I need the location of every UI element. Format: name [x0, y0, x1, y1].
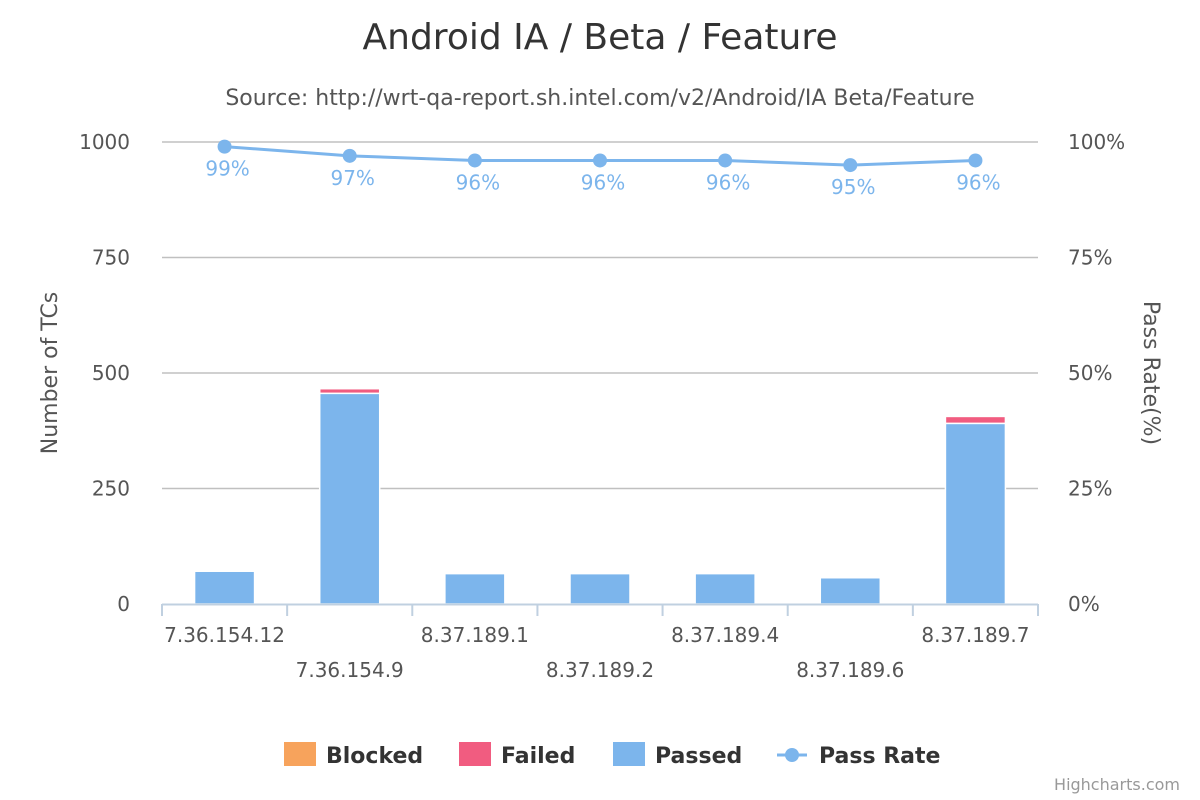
pass-rate-point: [342, 148, 357, 163]
x-tick-label: 7.36.154.9: [296, 658, 404, 682]
y-right-tick-label: 25%: [1068, 477, 1112, 501]
pass-rate-point: [718, 153, 733, 168]
credits-link[interactable]: Highcharts.com: [1054, 775, 1180, 794]
legend-label-passed: Passed: [655, 744, 742, 769]
axes: 0 250 500 750 1000 0% 25% 50% 75% 100% 7.36.154.12…: [79, 130, 1125, 682]
pass-rate-point: [968, 153, 983, 168]
pass-rate-point: [217, 139, 232, 154]
bar-passed: [819, 576, 882, 605]
bar-passed: [694, 572, 756, 605]
x-tick-label: 8.37.189.2: [546, 658, 654, 682]
bar-passed: [318, 392, 381, 605]
pass-rate-label: 96%: [706, 170, 750, 194]
legend-swatch-blocked: [284, 742, 316, 766]
legend: Blocked Failed Passed Pass Rate: [284, 742, 940, 769]
x-tick-label: 8.37.189.1: [421, 623, 529, 647]
bar-failed: [318, 387, 381, 395]
legend-marker-pass-rate: [785, 748, 799, 762]
x-tick-label: 8.37.189.4: [671, 623, 779, 647]
pass-rate-series: 99% 97% 96% 96% 96% 95% 96%: [205, 139, 1001, 199]
pass-rate-label: 96%: [456, 170, 500, 194]
y-axis-right-title: Pass Rate(%): [1138, 301, 1163, 445]
legend-swatch-failed: [459, 742, 491, 766]
pass-rate-point: [593, 153, 607, 168]
bar-passed: [193, 570, 256, 605]
legend-swatch-passed: [613, 742, 645, 766]
y-right-tick-label: 0%: [1068, 592, 1100, 616]
y-right-tick-label: 75%: [1068, 246, 1112, 270]
y-left-tick-label: 500: [92, 361, 130, 385]
chart-title: Android IA / Beta / Feature: [363, 17, 838, 58]
grid-lines: [162, 141, 1038, 490]
bar-passed: [444, 572, 506, 605]
bar-passed: [569, 572, 631, 605]
y-left-tick-label: 250: [92, 477, 130, 501]
pass-rate-point: [467, 153, 482, 168]
x-tick-label: 8.37.189.6: [796, 658, 904, 682]
pass-rate-point: [843, 158, 858, 173]
y-left-tick-label: 750: [92, 246, 130, 270]
y-right-tick-label: 100%: [1068, 130, 1125, 154]
pass-rate-label: 95%: [831, 175, 875, 199]
pass-rate-label: 96%: [581, 170, 625, 194]
legend-label-blocked: Blocked: [326, 744, 423, 769]
pass-rate-label: 97%: [330, 166, 374, 190]
y-right-tick-label: 50%: [1068, 361, 1112, 385]
bar-failed: [944, 415, 1007, 425]
pass-rate-label: 96%: [956, 170, 1000, 194]
chart-subtitle: Source: http://wrt-qa-report.sh.intel.co…: [225, 86, 974, 111]
y-axis-left-title: Number of TCs: [38, 292, 63, 455]
bar-passed: [944, 422, 1007, 605]
x-tick-label: 7.36.154.12: [164, 623, 285, 647]
pass-rate-label: 99%: [205, 157, 249, 181]
bar-series: [193, 387, 1007, 605]
x-tick-label: 8.37.189.7: [921, 623, 1029, 647]
y-left-tick-label: 0: [117, 592, 130, 616]
legend-label-failed: Failed: [501, 744, 575, 769]
legend-label-pass-rate: Pass Rate: [819, 744, 940, 769]
y-left-tick-label: 1000: [79, 130, 130, 154]
